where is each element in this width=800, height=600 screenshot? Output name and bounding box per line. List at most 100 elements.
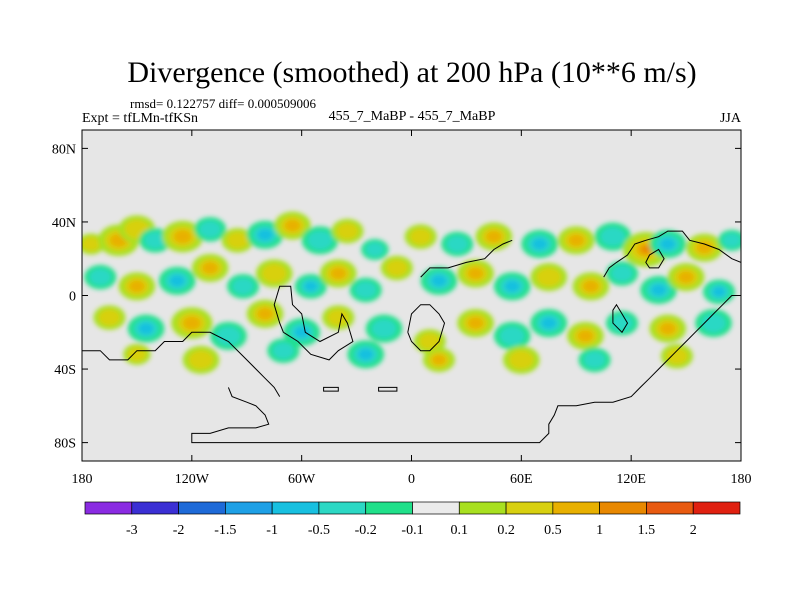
colorbar: -3 -2 -1.5 -1 -0.5 -0.2 -0.1 0.1 0.2 0.5 1 1.5 2 <box>84 501 741 538</box>
field-blob-peak <box>293 326 310 339</box>
field-blob-core <box>666 347 688 365</box>
field-blob-core <box>232 277 254 295</box>
field-blob-core <box>409 228 432 245</box>
field-blob-peak <box>504 280 520 293</box>
field-blob-core <box>508 350 534 370</box>
colorbar-swatch <box>646 501 694 515</box>
y-tick-label: 80N <box>52 142 76 157</box>
field-blob-core <box>354 281 377 299</box>
y-axis: 80N 40N 0 40S 80S <box>52 142 741 452</box>
center-label: 455_7_MaBP - 455_7_MaBP <box>329 109 496 124</box>
colorbar-label: 1.5 <box>638 523 656 538</box>
field-blob-core <box>722 233 741 248</box>
coastline-segment <box>82 331 281 397</box>
expt-label: Expt = tfLMn-tfKSn <box>82 111 198 126</box>
coastline-segment <box>378 386 398 392</box>
colorbar-label: -3 <box>126 523 138 538</box>
field-blob-peak <box>712 286 726 297</box>
colorbar-label: 1 <box>596 523 603 538</box>
colorbar-swatch <box>505 501 554 515</box>
x-tick-label: 60W <box>288 472 316 487</box>
field-blob-peak <box>174 230 192 244</box>
stats-text: rmsd= 0.122757 diff= 0.000509006 <box>130 96 316 111</box>
field-blob-core <box>611 265 633 282</box>
coastline-segment <box>407 304 446 352</box>
field-blob-peak <box>304 281 318 292</box>
x-axis: 180 120W 60W 0 60E 120E 180 <box>72 130 752 487</box>
field-blob-core <box>327 309 350 326</box>
field-blob-peak <box>467 317 484 329</box>
field-blob-core <box>215 326 241 346</box>
field-blob-peak <box>660 238 676 250</box>
field-blob-core <box>188 350 214 370</box>
x-tick-label: 60E <box>510 472 533 487</box>
y-tick-label: 40N <box>52 216 76 231</box>
field-blob-core <box>272 342 295 359</box>
field-blob-group <box>82 211 741 374</box>
field-blob-core <box>127 347 147 362</box>
plot-background <box>82 130 741 461</box>
field-blob-core <box>89 268 112 286</box>
field-blob-peak <box>330 267 346 280</box>
colorbar-label: -0.2 <box>355 523 377 538</box>
field-blob-peak <box>183 316 201 330</box>
field-blob-peak <box>531 238 548 250</box>
field-blob-peak <box>568 234 584 247</box>
field-blob-peak <box>660 322 676 335</box>
field-blob-core <box>600 227 626 247</box>
field-blob-core <box>365 242 385 257</box>
chart-title: Divergence (smoothed) at 200 hPa (10**6 … <box>127 56 696 89</box>
field-blob-core <box>385 259 408 277</box>
colorbar-swatch <box>365 501 413 515</box>
colorbar-swatch <box>271 501 320 515</box>
colorbar-swatch <box>131 501 179 515</box>
field-blob-core <box>98 309 121 326</box>
field-blob-peak <box>257 228 273 241</box>
field-blob-max <box>640 245 651 254</box>
colorbar-label: -2 <box>173 523 185 538</box>
field-blob-core <box>611 314 633 332</box>
colorbar-swatch <box>412 501 460 515</box>
colorbar-swatch <box>692 501 741 515</box>
coastline-segment <box>645 248 665 269</box>
divergence-field <box>82 211 741 374</box>
field-blob-core <box>226 232 249 249</box>
field-blob-core <box>371 319 397 339</box>
field-blob-peak <box>169 274 185 287</box>
field-blob-peak <box>202 262 218 274</box>
field-blob-core <box>446 235 469 253</box>
x-tick-label: 0 <box>408 472 415 487</box>
field-blob-peak <box>432 354 446 365</box>
coastline-segment <box>191 295 741 444</box>
field-blob-core <box>583 351 606 369</box>
field-blob-core <box>418 333 441 350</box>
field-blob-core <box>536 267 562 287</box>
field-blob-peak <box>129 280 145 293</box>
field-blob-peak <box>541 317 557 329</box>
colorbar-label: 0.5 <box>544 523 562 538</box>
coastline-outline <box>82 230 741 444</box>
x-tick-label: 180 <box>72 472 93 487</box>
field-blob-peak <box>431 274 447 287</box>
field-blob-core <box>499 326 525 346</box>
colorbar-label: -1 <box>266 523 278 538</box>
field-blob-peak <box>577 330 594 342</box>
season-label: JJA <box>720 111 742 126</box>
colorbar-swatch <box>84 501 133 515</box>
colorbar-label: 2 <box>690 523 697 538</box>
field-blob-peak <box>583 280 599 293</box>
colorbar-swatch <box>552 501 600 515</box>
field-blob-peak <box>678 271 694 283</box>
y-tick-label: 0 <box>69 290 76 305</box>
coastline-segment <box>273 285 354 361</box>
x-tick-label: 180 <box>731 472 752 487</box>
coastline-segment <box>420 239 513 278</box>
colorbar-swatch <box>458 501 507 515</box>
field-blob-peak <box>486 230 502 243</box>
field-blob-core <box>336 222 359 240</box>
colorbar-swatch <box>599 501 647 515</box>
coastline-segment <box>323 386 339 392</box>
field-blob-peak <box>696 241 713 254</box>
coastline-segment <box>612 303 629 334</box>
